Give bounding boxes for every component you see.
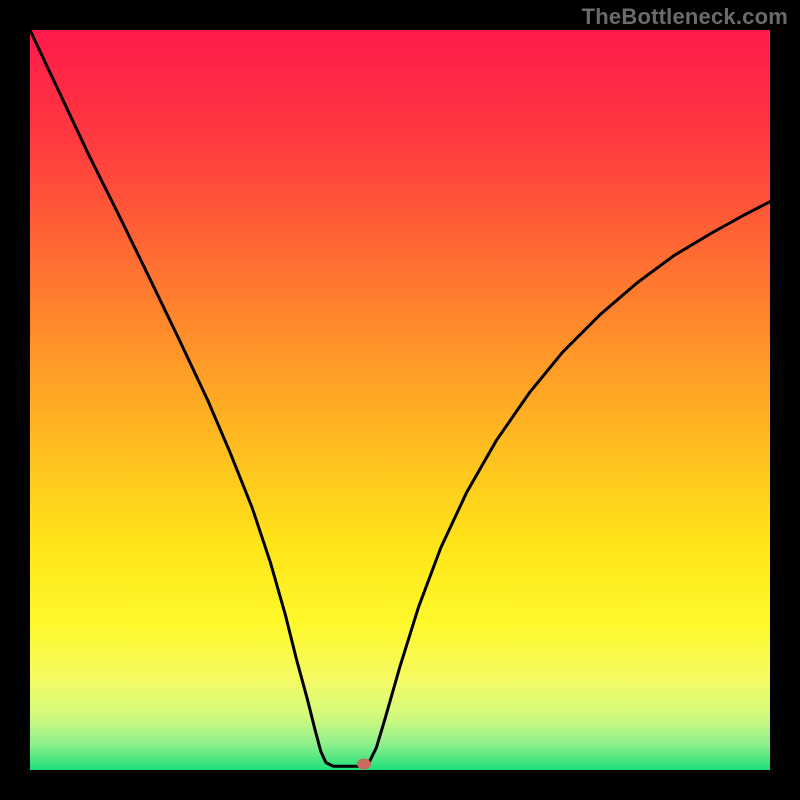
chart-frame: TheBottleneck.com (0, 0, 800, 800)
optimal-point-marker (357, 759, 371, 770)
bottleneck-curve (30, 30, 770, 766)
curve-svg (30, 30, 770, 770)
plot-area (30, 30, 770, 770)
watermark-text: TheBottleneck.com (582, 4, 788, 30)
